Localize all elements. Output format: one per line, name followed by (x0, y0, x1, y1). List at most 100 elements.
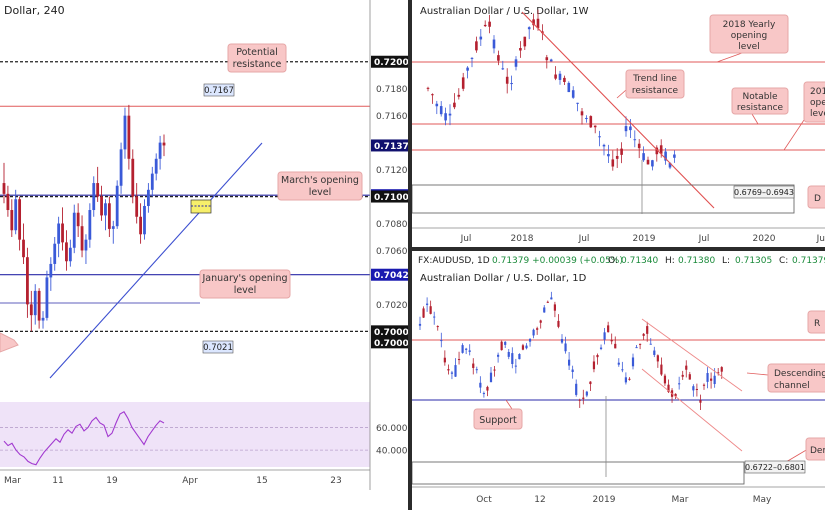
daily-xtick: Mar (672, 495, 689, 505)
weekly-xtick: 2020 (753, 234, 776, 244)
rsi-background (0, 402, 370, 467)
daily-channel-lower[interactable] (641, 368, 743, 452)
h4-title: Dollar, 240 (4, 4, 65, 17)
h4-candle-body (115, 185, 119, 227)
weekly-xtick: Jul (460, 234, 472, 244)
h4-candle-body (119, 149, 123, 186)
h4-xtick: 19 (106, 476, 118, 486)
daily-candle-body (688, 374, 691, 380)
daily-candle-body (532, 329, 535, 336)
weekly-candle-body (624, 126, 628, 132)
svg-text:D: D (814, 194, 821, 204)
daily-candle-body (568, 359, 571, 366)
daily-demand-zone (412, 461, 745, 485)
weekly-candle-body (576, 102, 579, 104)
daily-candle-body (497, 354, 500, 357)
daily-candle-body (717, 372, 720, 374)
h4-candle-body (53, 243, 57, 264)
h4-candle-body (41, 317, 45, 321)
daily-candle-body (656, 355, 659, 362)
daily-xtick: 2019 (593, 495, 616, 505)
weekly-trend-line[interactable] (521, 11, 715, 209)
weekly-candle-body (532, 19, 535, 26)
weekly-candle-body (461, 77, 465, 89)
svg-text:Trend line: Trend line (632, 74, 677, 84)
daily-candle-body (450, 372, 454, 374)
daily-candle-body (582, 397, 585, 399)
daily-channel-upper[interactable] (641, 318, 743, 392)
weekly-candle-body (554, 74, 557, 79)
daily-candle-body (695, 388, 698, 390)
daily-candle-body (557, 320, 560, 327)
weekly-candle-body (475, 41, 478, 51)
weekly-chart-panel[interactable]: Australian Dollar / U.S. Dollar, 1W 0.67… (412, 0, 825, 247)
daily-candle-body (486, 386, 489, 391)
daily-candle-body (504, 341, 507, 345)
svg-text:Potential: Potential (236, 47, 278, 58)
h4-candle-body (45, 277, 49, 318)
weekly-demand-label: D (807, 185, 825, 209)
daily-candle-body (436, 326, 439, 328)
daily-candle-body (560, 339, 564, 343)
daily-candle-body (543, 307, 546, 313)
h4-candle-body (150, 173, 154, 190)
svg-text:level: level (810, 109, 825, 119)
daily-candle-body (621, 369, 624, 371)
svg-text:resistance: resistance (233, 59, 282, 70)
daily-candle-body (599, 347, 603, 349)
h4-xtick: Mar (4, 476, 21, 486)
svg-text:resistance: resistance (737, 103, 784, 113)
h4-partial-label (0, 332, 19, 353)
h4-candle-body (72, 212, 76, 248)
h4-candle-body (26, 257, 29, 305)
h4-candle-body (100, 196, 103, 216)
daily-candle-body (539, 320, 542, 323)
daily-candle-body (479, 382, 482, 388)
weekly-candle-body (571, 90, 575, 98)
weekly-candle-body (470, 57, 474, 59)
weekly-xtick: Jul (698, 234, 710, 244)
weekly-candle-body (453, 102, 456, 108)
h4-candle-body (143, 205, 146, 235)
svg-text:2018 Yearly: 2018 Yearly (723, 20, 776, 30)
daily-chart-panel[interactable]: FX:AUDUSD, 1D 0.71379 +0.00039 (+0.05%) … (412, 251, 825, 510)
h4-candle-body (61, 223, 64, 243)
h4-candle-body (104, 203, 107, 216)
weekly-candle-body (439, 106, 443, 115)
h4-candle-body (162, 142, 166, 146)
h4-xtick: 15 (256, 476, 267, 486)
weekly-candle-body (435, 103, 439, 107)
h4-march-opening-label: March's opening level (277, 171, 363, 201)
daily-support-label: Support (473, 408, 523, 430)
daily-candle-body (614, 343, 617, 349)
weekly-candle-body (673, 154, 676, 158)
daily-candle-body (685, 365, 688, 370)
weekly-candle-body (505, 76, 509, 84)
ohlc-key: O: (608, 256, 618, 266)
daily-candle-body (692, 386, 695, 391)
h4-candle-body (123, 115, 127, 150)
h4-candle-body (10, 210, 14, 231)
weekly-candle-body (558, 73, 562, 80)
daily-candle-body (536, 328, 539, 330)
weekly-candle-body (514, 59, 518, 67)
weekly-title: Australian Dollar / U.S. Dollar, 1W (420, 6, 589, 17)
daily-candle-body (660, 364, 663, 375)
daily-candle-body (429, 306, 432, 314)
weekly-candle-body (545, 57, 549, 61)
h4-candle-body (2, 183, 6, 194)
h4-trend-line[interactable] (49, 142, 263, 379)
daily-candle-body (578, 399, 581, 401)
weekly-candle-body (426, 87, 430, 89)
h4-candle-body (68, 247, 72, 262)
weekly-candle-body (615, 155, 619, 159)
svg-text:0.71379: 0.71379 (374, 142, 408, 152)
